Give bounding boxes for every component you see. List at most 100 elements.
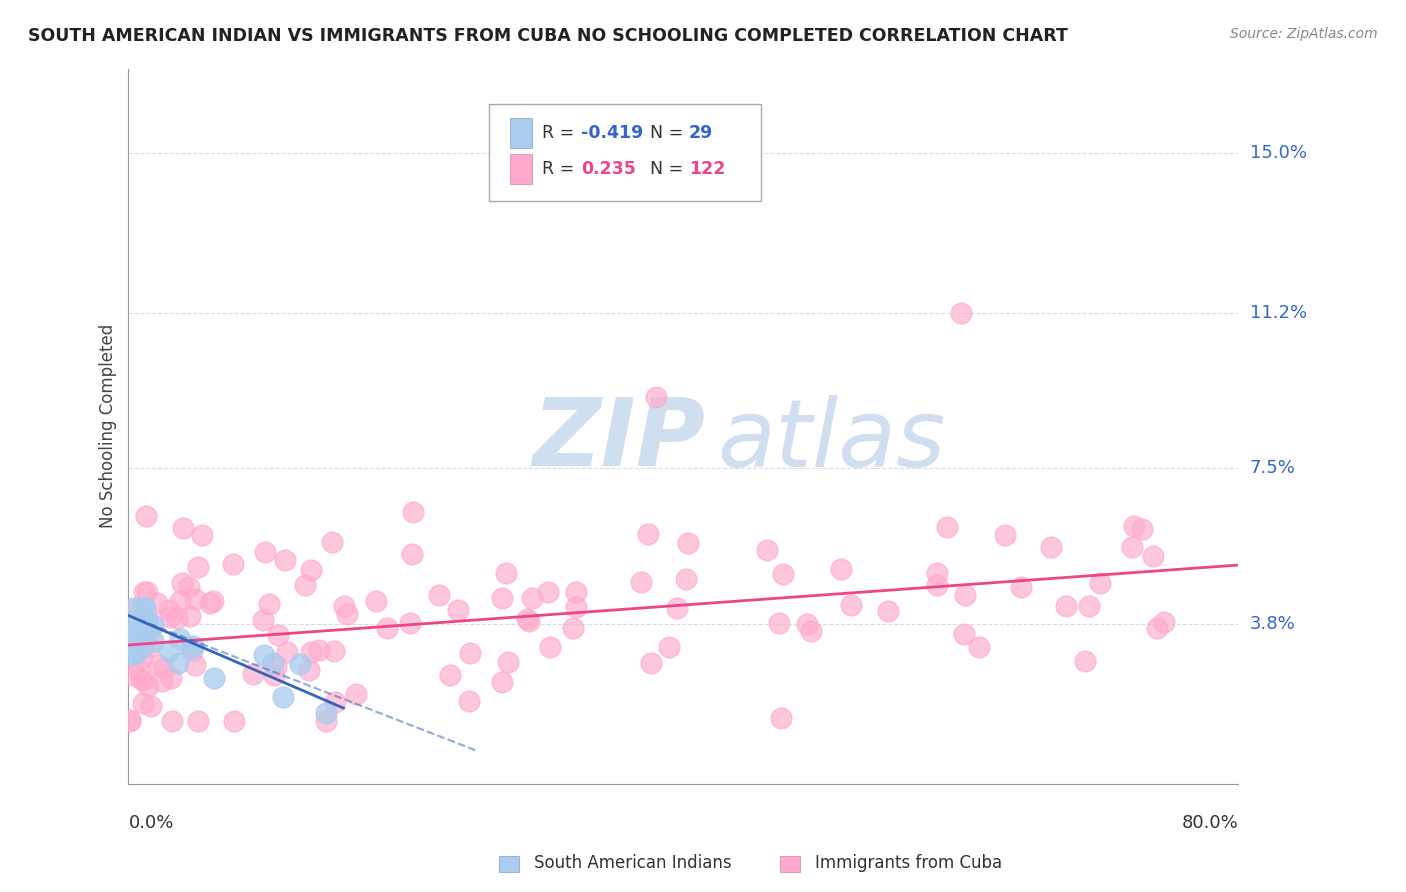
Point xyxy=(128,661,150,675)
Point xyxy=(202,671,225,685)
Point xyxy=(242,667,264,681)
Point xyxy=(537,585,560,599)
Point xyxy=(135,626,157,640)
Text: 80.0%: 80.0% xyxy=(1181,814,1239,832)
Point xyxy=(222,714,245,728)
Point xyxy=(1122,519,1144,533)
Point xyxy=(184,591,207,606)
Point xyxy=(564,600,586,615)
Text: 0.0%: 0.0% xyxy=(128,814,174,832)
Point xyxy=(198,596,221,610)
Point xyxy=(157,603,180,617)
Point xyxy=(134,601,156,615)
Point xyxy=(321,535,343,549)
Point xyxy=(142,634,165,648)
Point xyxy=(994,528,1017,542)
Text: N =: N = xyxy=(650,124,689,142)
Point xyxy=(294,578,316,592)
Point xyxy=(519,614,541,628)
Text: 7.5%: 7.5% xyxy=(1250,459,1295,477)
Point xyxy=(1088,576,1111,591)
Point xyxy=(927,566,949,581)
Point xyxy=(1146,621,1168,635)
Point xyxy=(796,617,818,632)
Point xyxy=(138,640,160,655)
Point xyxy=(457,694,479,708)
Point xyxy=(266,659,288,673)
Point xyxy=(768,616,790,631)
Point xyxy=(169,632,191,646)
Point xyxy=(538,640,561,654)
Point xyxy=(644,390,666,404)
Point xyxy=(131,696,153,710)
Point xyxy=(181,639,204,653)
Point xyxy=(132,635,155,649)
Point xyxy=(640,657,662,671)
Text: -0.419: -0.419 xyxy=(581,124,644,142)
Point xyxy=(122,600,145,615)
Point xyxy=(122,667,145,681)
Text: ZIP: ZIP xyxy=(533,394,706,486)
Point xyxy=(131,600,153,615)
Text: 11.2%: 11.2% xyxy=(1250,303,1306,322)
Point xyxy=(271,690,294,704)
Point xyxy=(333,599,356,613)
Point xyxy=(184,657,207,672)
Point xyxy=(254,545,277,559)
Point xyxy=(323,643,346,657)
Point xyxy=(274,552,297,566)
Point xyxy=(187,714,209,728)
Point xyxy=(132,673,155,687)
Point xyxy=(276,645,298,659)
Point xyxy=(399,615,422,630)
Point xyxy=(136,615,159,630)
Point xyxy=(1153,615,1175,629)
Point xyxy=(131,672,153,686)
Point xyxy=(800,624,823,638)
Point xyxy=(323,695,346,709)
Point xyxy=(666,601,689,615)
Point xyxy=(953,589,976,603)
Point xyxy=(299,645,322,659)
Point xyxy=(135,509,157,524)
Point xyxy=(315,706,337,721)
Point xyxy=(1078,599,1101,613)
Point xyxy=(288,657,311,671)
Point xyxy=(138,628,160,642)
Point xyxy=(630,574,652,589)
Point xyxy=(169,594,191,608)
Point xyxy=(179,608,201,623)
Point xyxy=(515,612,537,626)
Text: 15.0%: 15.0% xyxy=(1250,144,1306,161)
FancyBboxPatch shape xyxy=(510,153,533,184)
Point xyxy=(1142,549,1164,563)
Point xyxy=(160,671,183,685)
Point xyxy=(187,559,209,574)
Point xyxy=(172,521,194,535)
Point xyxy=(121,648,143,663)
Point xyxy=(202,594,225,608)
Point xyxy=(146,596,169,610)
Point xyxy=(129,622,152,636)
Point xyxy=(491,675,513,690)
Point xyxy=(839,598,862,612)
Text: South American Indians: South American Indians xyxy=(534,855,733,872)
Point xyxy=(170,576,193,591)
Point xyxy=(181,644,204,658)
Point xyxy=(877,604,900,618)
Point xyxy=(1121,540,1143,554)
Point xyxy=(298,663,321,677)
Point xyxy=(129,635,152,649)
Point xyxy=(120,714,142,728)
Point xyxy=(1054,599,1077,613)
Point xyxy=(125,646,148,660)
Point xyxy=(160,714,183,728)
Point xyxy=(401,547,423,561)
Point xyxy=(166,656,188,670)
Point xyxy=(136,611,159,625)
Point xyxy=(263,668,285,682)
Point xyxy=(1130,522,1153,536)
Point xyxy=(157,643,180,657)
Text: N =: N = xyxy=(650,160,689,178)
Point xyxy=(377,621,399,635)
